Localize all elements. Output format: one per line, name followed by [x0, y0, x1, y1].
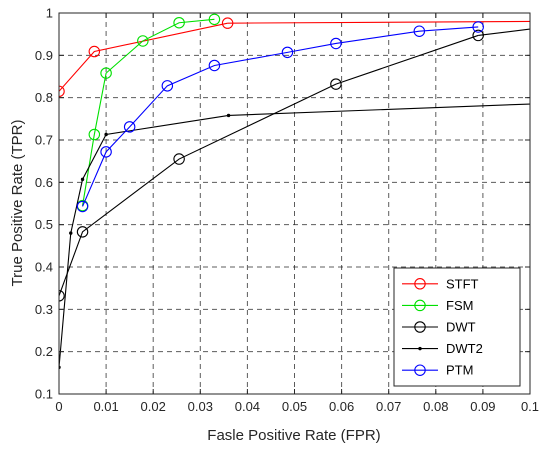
- y-tick-label: 0.3: [35, 302, 53, 317]
- legend-item-dwt: DWT: [402, 320, 476, 335]
- series-line-dwt: [59, 34, 479, 296]
- data-point-dwt: [173, 153, 185, 165]
- y-tick-label: 0.7: [35, 133, 53, 148]
- legend-label: FSM: [446, 298, 473, 313]
- series-ptm: [76, 21, 484, 213]
- legend-marker: [414, 278, 426, 290]
- legend-label: STFT: [446, 276, 479, 291]
- x-tick-label: 0.1: [521, 399, 539, 414]
- series-layer: [59, 13, 530, 370]
- data-point-ptm: [208, 59, 221, 72]
- legend-item-stft: STFT: [402, 276, 479, 291]
- y-tick-label: 0.6: [35, 175, 53, 190]
- series-dwt: [59, 28, 530, 302]
- data-point-dwt: [330, 78, 342, 90]
- y-tick-label: 0.9: [35, 48, 53, 63]
- legend-box: [393, 267, 521, 387]
- series-line-stft: [59, 22, 228, 92]
- legend-item-ptm: PTM: [402, 363, 473, 378]
- x-tick-label: 0.01: [93, 399, 118, 414]
- data-point-ptm: [281, 46, 294, 59]
- legend-item-dwt2: DWT2: [402, 341, 483, 356]
- legend-marker: [414, 299, 426, 312]
- data-point-ptm: [413, 25, 426, 37]
- data-point-ptm: [76, 200, 89, 213]
- legend: STFT FSM DWT DWT2 PTM: [393, 267, 521, 387]
- legend-marker: [414, 364, 426, 376]
- legend-label: PTM: [446, 363, 473, 378]
- data-point-fsm: [100, 67, 112, 79]
- x-tick-label: 0.08: [423, 399, 448, 414]
- series-tail-dwt2: [228, 103, 530, 116]
- x-tick-label: 0.02: [141, 399, 166, 414]
- data-point-dwt: [472, 29, 484, 42]
- data-point-ptm: [330, 37, 342, 50]
- x-tick-label: 0.04: [235, 399, 260, 414]
- data-point-dwt2: [80, 177, 85, 182]
- ticks: 0 0.01 0.02 0.03 0.04 0.05 0.06 0.07 0.08 0.09 0.1…: [35, 6, 539, 415]
- data-point-stft: [221, 17, 234, 29]
- data-point-fsm: [137, 35, 149, 47]
- data-point-fsm: [88, 128, 101, 141]
- legend-label: DWT: [446, 320, 476, 335]
- y-tick-label: 0.8: [35, 90, 53, 105]
- y-tick-label: 0.5: [35, 217, 53, 232]
- x-tick-label: 0.05: [282, 399, 307, 414]
- x-tick-label: 0.07: [376, 399, 401, 414]
- data-point-ptm: [472, 21, 484, 33]
- data-point-dwt2: [69, 231, 73, 235]
- y-tick-label: 1: [46, 6, 53, 21]
- data-point-ptm: [100, 146, 112, 158]
- legend-item-fsm: FSM: [402, 298, 473, 313]
- legend-marker: [414, 321, 426, 333]
- x-tick-label: 0.09: [470, 399, 495, 414]
- series-fsm: [76, 13, 221, 212]
- data-point-fsm: [208, 13, 221, 26]
- grid: [59, 13, 530, 394]
- data-point-stft: [88, 45, 101, 58]
- legend-label: DWT2: [446, 341, 483, 356]
- x-axis-label: Fasle Positive Rate (FPR): [207, 427, 380, 444]
- y-axis-label: True Positive Rate (TPR): [9, 120, 26, 287]
- x-tick-label: 0: [55, 399, 62, 414]
- x-tick-label: 0.06: [329, 399, 354, 414]
- y-tick-label: 0.1: [35, 387, 53, 402]
- data-point-ptm: [123, 121, 136, 133]
- y-tick-label: 0.4: [35, 260, 53, 275]
- data-point-fsm: [173, 16, 185, 29]
- data-point-ptm: [161, 80, 174, 92]
- data-point-dwt: [76, 226, 89, 238]
- y-tick-label: 0.2: [35, 344, 53, 359]
- data-point-dwt: [59, 290, 65, 302]
- data-point-dwt2: [226, 113, 231, 118]
- series-tail-dwt: [478, 28, 530, 36]
- data-point-dwt2: [104, 132, 108, 137]
- series-line-fsm: [82, 18, 215, 206]
- series-line-ptm: [82, 26, 479, 207]
- data-point-stft: [59, 85, 65, 98]
- legend-marker: [418, 346, 422, 351]
- x-tick-label: 0.03: [188, 399, 213, 414]
